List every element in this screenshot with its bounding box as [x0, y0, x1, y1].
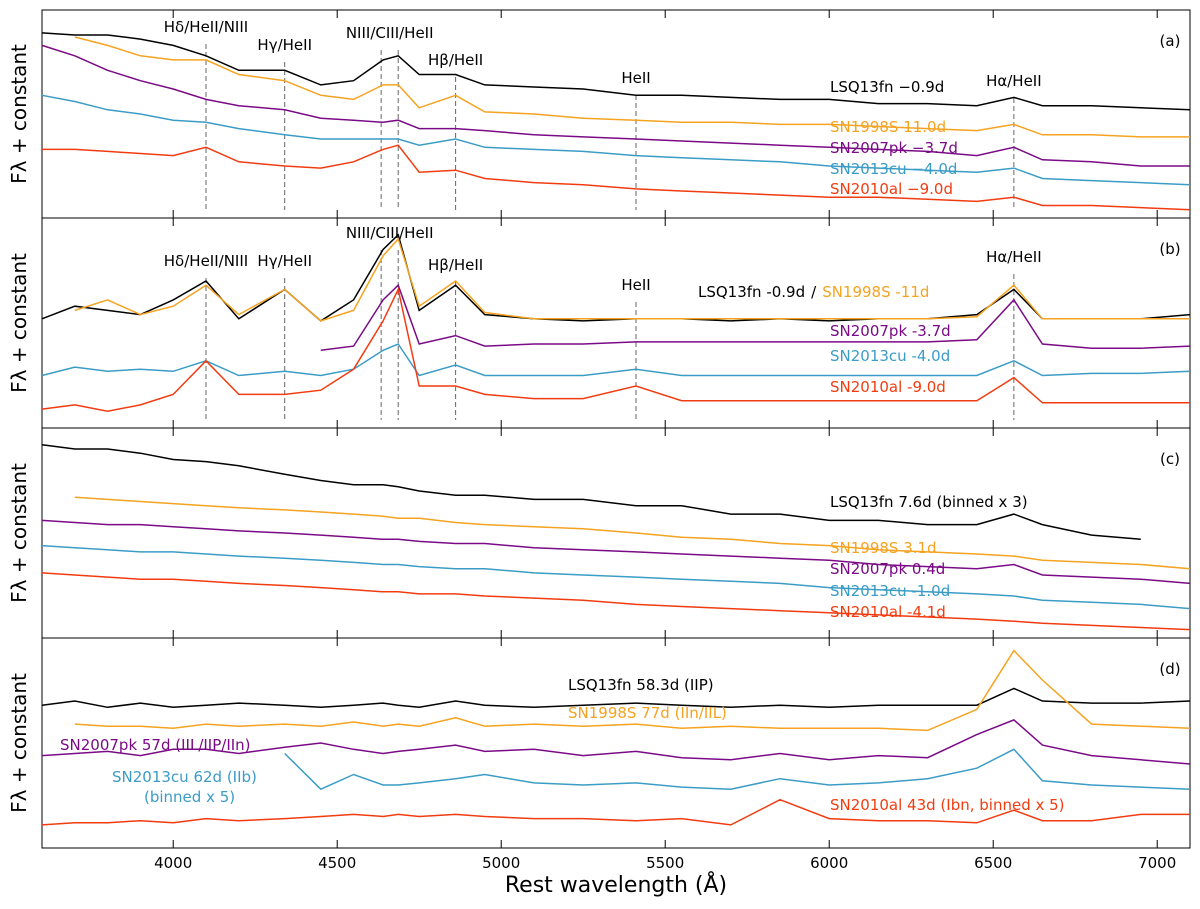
spectrum: [41, 519, 1191, 585]
spectrum: [41, 444, 1141, 541]
line-label: Hγ/HeII: [257, 36, 312, 54]
spectrum: [41, 719, 1191, 765]
series-label: SN2013cu −4.0d: [830, 160, 957, 178]
x-tick-label: 6500: [974, 854, 1012, 872]
panel-label: (d): [1159, 660, 1180, 678]
x-axis-label: Rest wavelength (Å): [505, 871, 727, 898]
y-axis-label: Fλ + constant: [7, 253, 31, 393]
x-tick-label: 5500: [646, 854, 684, 872]
line-label: Hβ/HeII: [428, 51, 483, 69]
line-label: Hδ/HeII/NIII: [164, 252, 248, 270]
spectrum: [74, 649, 1191, 732]
label-separator: /: [811, 283, 817, 301]
spectrum: [41, 94, 1191, 186]
series-label: SN2007pk -3.7d: [830, 322, 951, 340]
y-axis-label: Fλ + constant: [7, 463, 31, 603]
panel-label: (a): [1160, 32, 1181, 50]
series-label: SN2007pk −3.7d: [830, 139, 958, 157]
series-label: SN1998S -11d: [822, 283, 929, 301]
series-label: LSQ13fn 7.6d (binned x 3): [830, 493, 1028, 511]
series-label: LSQ13fn −0.9d: [830, 78, 944, 96]
spectrum: [74, 237, 1190, 322]
series-label: SN2010al −9.0d: [830, 180, 953, 198]
x-tick-label: 7000: [1138, 854, 1176, 872]
x-tick-label: 6000: [810, 854, 848, 872]
series-label: SN2010al 43d (Ibn, binned x 5): [830, 796, 1065, 814]
spectrum: [41, 687, 1191, 709]
series-label: SN2013cu 62d (IIb): [112, 768, 257, 786]
panel-label: (b): [1159, 240, 1180, 258]
line-label: Hα/HeII: [986, 72, 1042, 90]
line-label: Hβ/HeII: [428, 256, 483, 274]
spectrum: [74, 36, 1190, 138]
panel-frame: [41, 637, 1191, 849]
spectrum: [41, 343, 1191, 377]
spectrum: [41, 44, 1190, 167]
series-label: SN2013cu -1.0d: [830, 582, 950, 600]
series-label: SN2007pk 57d (IIL/IIP/IIn): [60, 736, 251, 754]
line-label: NIII/CIII/HeII: [346, 24, 434, 42]
spectrum: [41, 287, 1190, 412]
panel-frame: [41, 427, 1191, 639]
series-label: LSQ13fn 58.3d (IIP): [568, 676, 714, 694]
spectrum: [42, 144, 1191, 211]
line-label: HeII: [621, 276, 650, 294]
series-label: SN1998S 11.0d: [830, 118, 946, 136]
spectrum: [41, 572, 1191, 631]
y-axis-label: Fλ + constant: [7, 44, 31, 184]
line-label: HeII: [621, 69, 650, 87]
line-label: Hδ/HeII/NIII: [164, 18, 248, 36]
y-axis-label: Fλ + constant: [7, 673, 31, 813]
line-label: NIII/CIII/HeII: [346, 224, 434, 242]
series-label: SN1998S 77d (IIn/IIL): [568, 704, 727, 722]
series-label: SN1998S 3.1d: [830, 539, 937, 557]
series-note: (binned x 5): [144, 788, 235, 806]
x-tick-label: 4500: [318, 854, 356, 872]
series-label: SN2010al -4.1d: [830, 603, 946, 621]
spectrum: [41, 544, 1191, 610]
spectrum: [41, 32, 1191, 111]
line-label: Hα/HeII: [986, 248, 1042, 266]
spectrum: [284, 748, 1191, 791]
spectrum: [74, 496, 1191, 570]
series-label: SN2010al -9.0d: [830, 378, 946, 396]
spectrum: [320, 283, 1191, 352]
x-tick-label: 5000: [482, 854, 520, 872]
spectrum: [41, 233, 1191, 322]
series-label: SN2007pk 0.4d: [830, 560, 945, 578]
x-tick-label: 4000: [154, 854, 192, 872]
line-label: Hγ/HeII: [257, 252, 312, 270]
series-label: LSQ13fn -0.9d: [698, 283, 805, 301]
spectrum: [41, 798, 1190, 826]
panel-label: (c): [1160, 450, 1180, 468]
series-label: SN2013cu -4.0d: [830, 347, 950, 365]
